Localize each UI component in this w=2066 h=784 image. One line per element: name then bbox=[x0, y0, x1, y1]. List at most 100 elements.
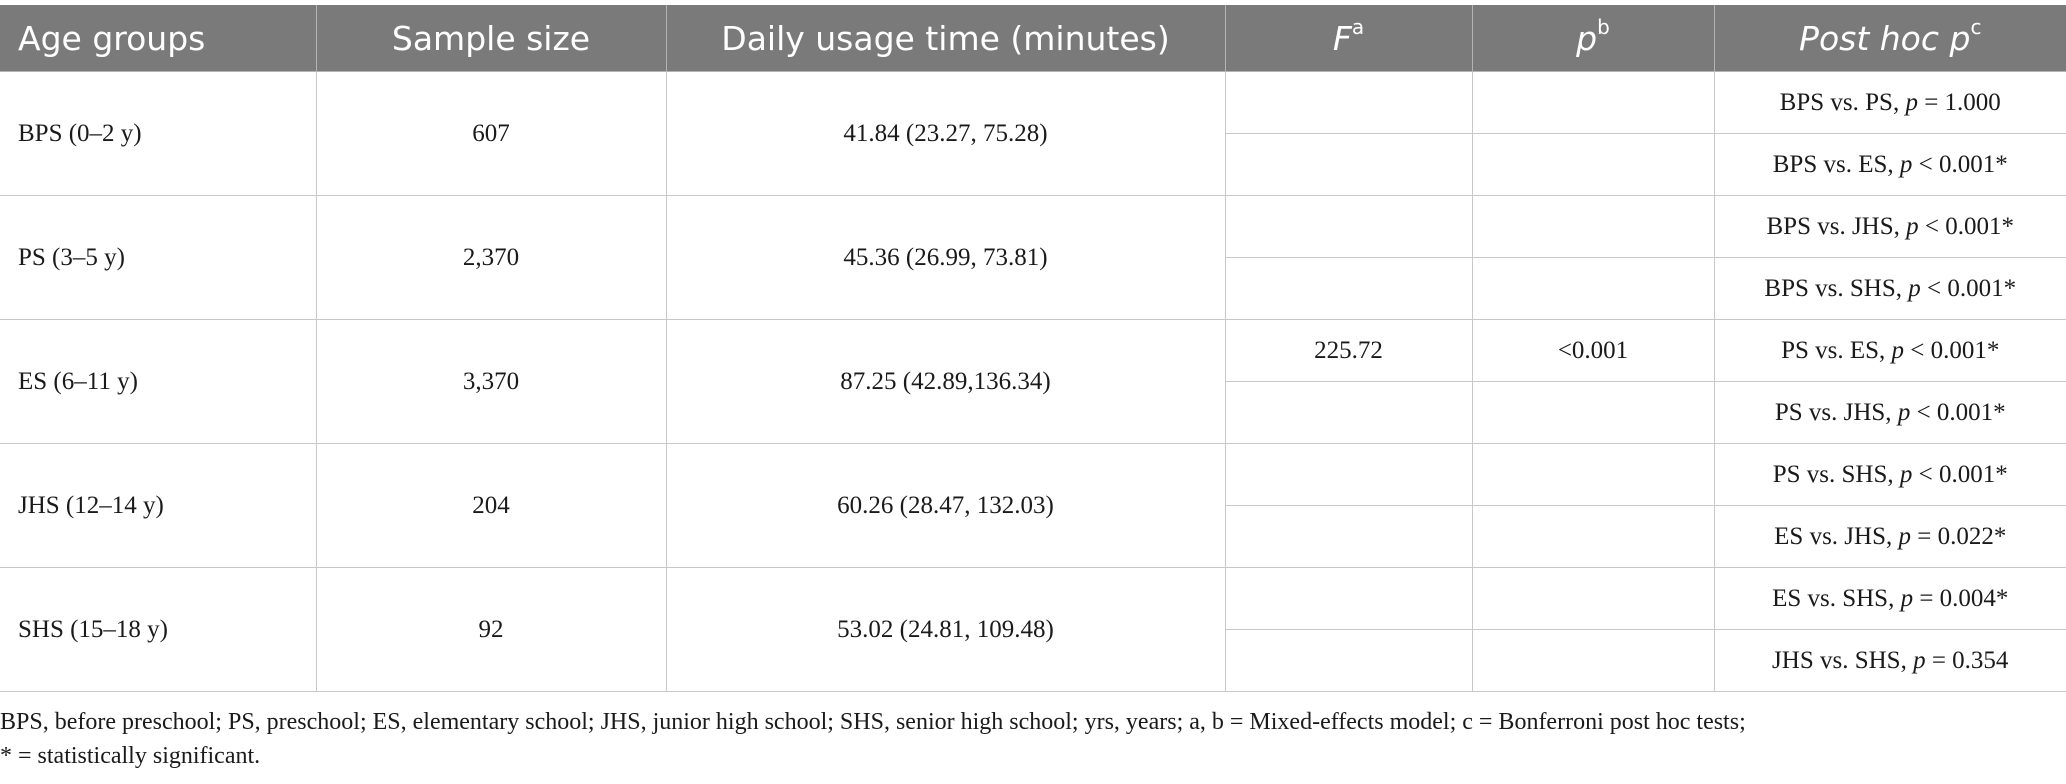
cell-posthoc: BPS vs. PS, p = 1.000 bbox=[1714, 71, 2066, 134]
cell-p-value: <0.001 bbox=[1472, 319, 1715, 382]
footnote-abbreviations: BPS, before preschool; PS, preschool; ES… bbox=[0, 709, 1746, 735]
table-row: ES (6–11 y) 3,370 87.25 (42.89,136.34) 2… bbox=[0, 319, 2066, 444]
header-p-label: p bbox=[1576, 18, 1598, 58]
cell-p-empty bbox=[1472, 381, 1715, 444]
cell-f-empty bbox=[1225, 567, 1473, 630]
posthoc-comparison: PS vs. SHS, bbox=[1772, 460, 1894, 488]
posthoc-result: < 0.001* bbox=[1918, 460, 2008, 488]
header-f-label: F bbox=[1332, 18, 1352, 58]
posthoc-p-symbol: p bbox=[1906, 212, 1919, 240]
cell-f-empty bbox=[1225, 195, 1473, 258]
table-row: PS vs. JHS, p < 0.001* bbox=[0, 381, 2066, 444]
cell-age-group: BPS (0–2 y) bbox=[0, 71, 317, 196]
cell-sample-size: 3,370 bbox=[316, 319, 667, 444]
cell-age-group: JHS (12–14 y) bbox=[0, 443, 317, 568]
table-row: BPS (0–2 y) 607 41.84 (23.27, 75.28) BPS… bbox=[0, 71, 2066, 196]
posthoc-result: < 0.001* bbox=[1910, 336, 2000, 364]
cell-p-empty bbox=[1472, 567, 1715, 630]
table-row: ES vs. JHS, p = 0.022* bbox=[0, 505, 2066, 568]
footnote-significance: * = statistically significant. bbox=[0, 743, 261, 769]
cell-posthoc: PS vs. ES, p < 0.001* bbox=[1714, 319, 2066, 382]
posthoc-result: < 0.001* bbox=[1926, 274, 2017, 302]
cell-age-group: ES (6–11 y) bbox=[0, 319, 317, 444]
posthoc-comparison: BPS vs. PS, bbox=[1779, 88, 1900, 116]
table-row: BPS vs. ES, p < 0.001* bbox=[0, 133, 2066, 196]
cell-age-group: SHS (15–18 y) bbox=[0, 567, 317, 692]
posthoc-result: = 1.000 bbox=[1924, 88, 2001, 116]
cell-daily-usage: 53.02 (24.81, 109.48) bbox=[666, 567, 1226, 692]
header-p-sup: b bbox=[1597, 14, 1610, 39]
data-table-container: Age groups Sample size Daily usage time … bbox=[0, 5, 2066, 692]
posthoc-p-symbol: p bbox=[1905, 88, 1918, 116]
cell-posthoc: JHS vs. SHS, p = 0.354 bbox=[1714, 629, 2066, 692]
cell-posthoc: ES vs. SHS, p = 0.004* bbox=[1714, 567, 2066, 630]
cell-posthoc: PS vs. SHS, p < 0.001* bbox=[1714, 443, 2066, 506]
posthoc-p-symbol: p bbox=[1913, 646, 1926, 674]
cell-sample-size: 204 bbox=[316, 443, 667, 568]
cell-p-empty bbox=[1472, 257, 1715, 320]
table-footnotes: BPS, before preschool; PS, preschool; ES… bbox=[0, 705, 2060, 773]
cell-posthoc: BPS vs. ES, p < 0.001* bbox=[1714, 133, 2066, 196]
posthoc-result: = 0.004* bbox=[1919, 584, 2009, 612]
posthoc-comparison: JHS vs. SHS, bbox=[1772, 646, 1907, 674]
cell-daily-usage: 45.36 (26.99, 73.81) bbox=[666, 195, 1226, 320]
posthoc-result: < 0.001* bbox=[1924, 212, 2014, 240]
cell-p-empty bbox=[1472, 133, 1715, 196]
cell-f-value: 225.72 bbox=[1225, 319, 1473, 382]
cell-f-empty bbox=[1225, 629, 1473, 692]
posthoc-comparison: BPS vs. ES, bbox=[1772, 150, 1894, 178]
cell-p-empty bbox=[1472, 629, 1715, 692]
posthoc-p-symbol: p bbox=[1899, 150, 1913, 178]
header-sample-size: Sample size bbox=[316, 5, 667, 72]
table-row: PS (3–5 y) 2,370 45.36 (26.99, 73.81) BP… bbox=[0, 195, 2066, 320]
cell-daily-usage: 41.84 (23.27, 75.28) bbox=[666, 71, 1226, 196]
cell-daily-usage: 87.25 (42.89,136.34) bbox=[666, 319, 1226, 444]
posthoc-comparison: ES vs. SHS, bbox=[1772, 584, 1895, 612]
header-posthoc-sup: c bbox=[1970, 14, 1982, 39]
header-f-sup: a bbox=[1351, 14, 1365, 39]
cell-f-empty bbox=[1225, 443, 1473, 506]
table-row: BPS vs. SHS, p < 0.001* bbox=[0, 257, 2066, 320]
cell-p-empty bbox=[1472, 195, 1715, 258]
cell-sample-size: 607 bbox=[316, 71, 667, 196]
posthoc-p-symbol: p bbox=[1900, 584, 1914, 612]
header-row: Age groups Sample size Daily usage time … bbox=[0, 5, 2066, 72]
cell-p-empty bbox=[1472, 443, 1715, 506]
posthoc-comparison: BPS vs. SHS, bbox=[1764, 274, 1902, 302]
header-age-groups: Age groups bbox=[0, 5, 317, 72]
posthoc-p-symbol: p bbox=[1899, 460, 1913, 488]
posthoc-result: = 0.022* bbox=[1917, 522, 2007, 550]
posthoc-comparison: PS vs. JHS, bbox=[1774, 398, 1892, 426]
table-row: JHS (12–14 y) 204 60.26 (28.47, 132.03) … bbox=[0, 443, 2066, 568]
cell-p-empty bbox=[1472, 505, 1715, 568]
header-posthoc: Post hoc pc bbox=[1714, 5, 2066, 72]
cell-posthoc: BPS vs. SHS, p < 0.001* bbox=[1714, 257, 2066, 320]
table-row: JHS vs. SHS, p = 0.354 bbox=[0, 629, 2066, 692]
table-row: SHS (15–18 y) 92 53.02 (24.81, 109.48) E… bbox=[0, 567, 2066, 692]
cell-posthoc: BPS vs. JHS, p < 0.001* bbox=[1714, 195, 2066, 258]
posthoc-p-symbol: p bbox=[1898, 522, 1911, 550]
header-posthoc-label: Post hoc p bbox=[1799, 18, 1971, 58]
posthoc-p-symbol: p bbox=[1897, 398, 1911, 426]
header-daily-usage: Daily usage time (minutes) bbox=[666, 5, 1226, 72]
posthoc-comparison: BPS vs. JHS, bbox=[1766, 212, 1900, 240]
cell-f-empty bbox=[1225, 505, 1473, 568]
posthoc-result: = 0.354 bbox=[1931, 646, 2009, 674]
cell-daily-usage: 60.26 (28.47, 132.03) bbox=[666, 443, 1226, 568]
cell-posthoc: ES vs. JHS, p = 0.022* bbox=[1714, 505, 2066, 568]
cell-f-empty bbox=[1225, 133, 1473, 196]
cell-f-empty bbox=[1225, 257, 1473, 320]
header-p: pb bbox=[1472, 5, 1715, 72]
age-group-usage-table: Age groups Sample size Daily usage time … bbox=[0, 5, 2066, 692]
cell-age-group: PS (3–5 y) bbox=[0, 195, 317, 320]
posthoc-result: < 0.001* bbox=[1916, 398, 2006, 426]
posthoc-comparison: PS vs. ES, bbox=[1781, 336, 1886, 364]
cell-p-empty bbox=[1472, 71, 1715, 134]
cell-posthoc: PS vs. JHS, p < 0.001* bbox=[1714, 381, 2066, 444]
posthoc-p-symbol: p bbox=[1908, 274, 1921, 302]
cell-f-empty bbox=[1225, 71, 1473, 134]
posthoc-p-symbol: p bbox=[1891, 336, 1905, 364]
posthoc-result: < 0.001* bbox=[1918, 150, 2008, 178]
posthoc-comparison: ES vs. JHS, bbox=[1774, 522, 1893, 550]
header-f: Fa bbox=[1225, 5, 1473, 72]
